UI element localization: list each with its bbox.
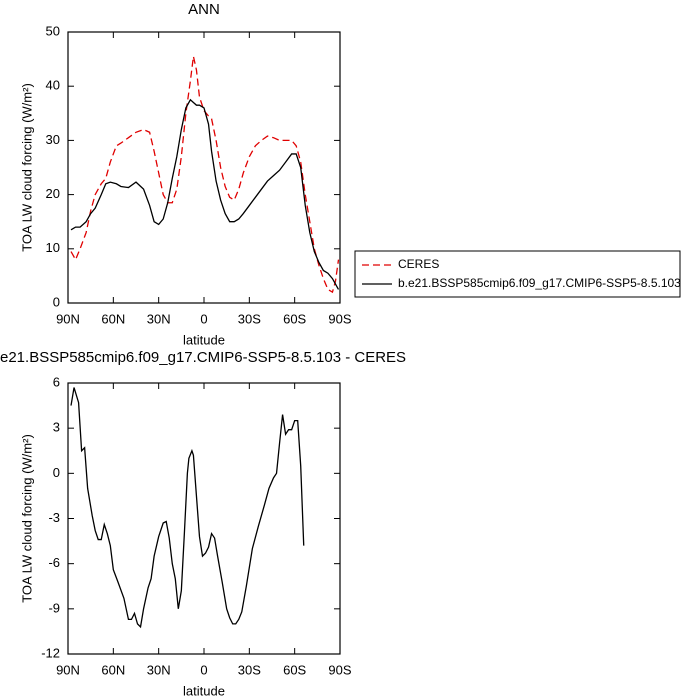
y-tick-label: -12 [41, 645, 60, 660]
plot-frame [67, 31, 341, 304]
x-tick-label: 0 [200, 311, 207, 326]
x-tick-label: 60S [283, 662, 306, 677]
y-tick-label: 40 [46, 78, 60, 93]
legend-label: b.e21.BSSP585cmip6.f09_g17.CMIP6-SSP5-8.… [398, 276, 681, 290]
y-tick-label: 10 [46, 240, 60, 255]
y-tick-label: -6 [48, 555, 60, 570]
y-tick-label: 0 [53, 465, 60, 480]
data-line [70, 387, 305, 629]
x-tick-label: 90N [56, 662, 80, 677]
x-tick-label: 0 [200, 662, 207, 677]
x-tick-label: 30S [238, 662, 261, 677]
chart-title: ANN [188, 1, 220, 18]
x-tick-label: 30N [147, 311, 171, 326]
x-tick-label: 90N [56, 311, 80, 326]
x-tick-label: 60N [101, 662, 125, 677]
y-tick-label: -9 [48, 600, 60, 615]
x-tick-label: 30S [238, 311, 261, 326]
y-axis-label: TOA LW cloud forcing (W/m²) [19, 434, 34, 603]
plot-frame [67, 382, 341, 655]
y-tick-label: 20 [46, 186, 60, 201]
legend-box [354, 250, 681, 298]
x-tick-label: 90S [328, 662, 351, 677]
legend-label: CERES [398, 257, 439, 271]
y-axis-label: TOA LW cloud forcing (W/m²) [19, 83, 34, 252]
y-tick-label: 30 [46, 132, 60, 147]
y-tick-label: 3 [53, 420, 60, 435]
x-tick-label: 90S [328, 311, 351, 326]
chart-title: e21.BSSP585cmip6.f09_g17.CMIP6-SSP5-8.5.… [0, 349, 406, 366]
x-tick-label: 60N [101, 311, 125, 326]
x-axis-label: latitude [183, 683, 225, 698]
x-axis-label: latitude [183, 332, 225, 347]
data-line [70, 98, 340, 290]
y-tick-label: 0 [53, 294, 60, 309]
y-tick-label: -3 [48, 510, 60, 525]
plot: ANN TOA LW cloud forcing (W/m²) latitude 0 1… [19, 1, 681, 347]
plot: e21.BSSP585cmip6.f09_g17.CMIP6-SSP5-8.5.… [0, 349, 406, 698]
data-line [70, 56, 340, 294]
y-tick-label: 6 [53, 374, 60, 389]
y-tick-label: 50 [46, 23, 60, 38]
x-tick-label: 60S [283, 311, 306, 326]
x-tick-label: 30N [147, 662, 171, 677]
